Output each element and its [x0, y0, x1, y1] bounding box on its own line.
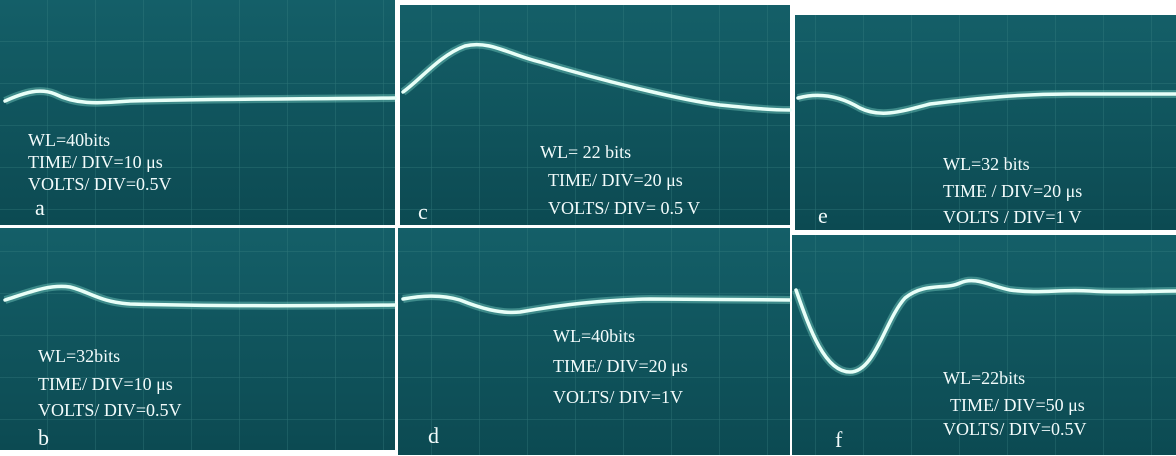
waveform [401, 294, 792, 315]
volts-label: VOLTS/ DIV= 0.5 V [548, 198, 700, 218]
panel-letter: e [818, 203, 828, 228]
panel-letter: b [38, 425, 49, 450]
panel-letter: a [35, 195, 45, 220]
panel-d: WL=40bits TIME/ DIV=20 μs VOLTS/ DIV=1V … [398, 228, 792, 455]
wl-label: WL=40bits [553, 326, 635, 346]
wl-label: WL=32 bits [943, 154, 1030, 174]
time-label: TIME / DIV=20 μs [943, 181, 1082, 201]
panel-letter: d [428, 423, 439, 448]
waveform [796, 92, 1176, 115]
volts-label: VOLTS/ DIV=1V [553, 387, 683, 407]
wl-label: WL=22bits [943, 368, 1025, 388]
panel-letter: f [835, 427, 843, 452]
time-label: TIME/ DIV=50 μs [950, 395, 1085, 415]
panel-c: WL= 22 bits TIME/ DIV=20 μs VOLTS/ DIV= … [400, 5, 792, 225]
time-label: TIME/ DIV=10 μs [28, 152, 163, 172]
waveform [401, 42, 792, 112]
wl-label: WL=40bits [28, 130, 110, 150]
time-label: TIME/ DIV=20 μs [553, 356, 688, 376]
waveform [3, 284, 397, 308]
waveform [3, 89, 397, 105]
panel-b: WL=32bits TIME/ DIV=10 μs VOLTS/ DIV=0.5… [0, 228, 397, 450]
wl-label: WL=32bits [38, 346, 120, 366]
time-label: TIME/ DIV=20 μs [548, 170, 683, 190]
volts-label: VOLTS/ DIV=0.5V [28, 174, 172, 194]
wl-label: WL= 22 bits [540, 142, 631, 162]
volts-label: VOLTS/ DIV=0.5V [943, 419, 1087, 439]
volts-label: VOLTS / DIV=1 V [943, 207, 1082, 227]
panel-f: WL=22bits TIME/ DIV=50 μs VOLTS/ DIV=0.5… [792, 235, 1176, 455]
volts-label: VOLTS/ DIV=0.5V [38, 400, 182, 420]
panel-a: WL=40bits TIME/ DIV=10 μs VOLTS/ DIV=0.5… [0, 0, 397, 225]
time-label: TIME/ DIV=10 μs [38, 374, 173, 394]
waveform [794, 278, 1176, 374]
panel-e: WL=32 bits TIME / DIV=20 μs VOLTS / DIV=… [795, 15, 1176, 230]
panel-letter: c [418, 199, 428, 224]
